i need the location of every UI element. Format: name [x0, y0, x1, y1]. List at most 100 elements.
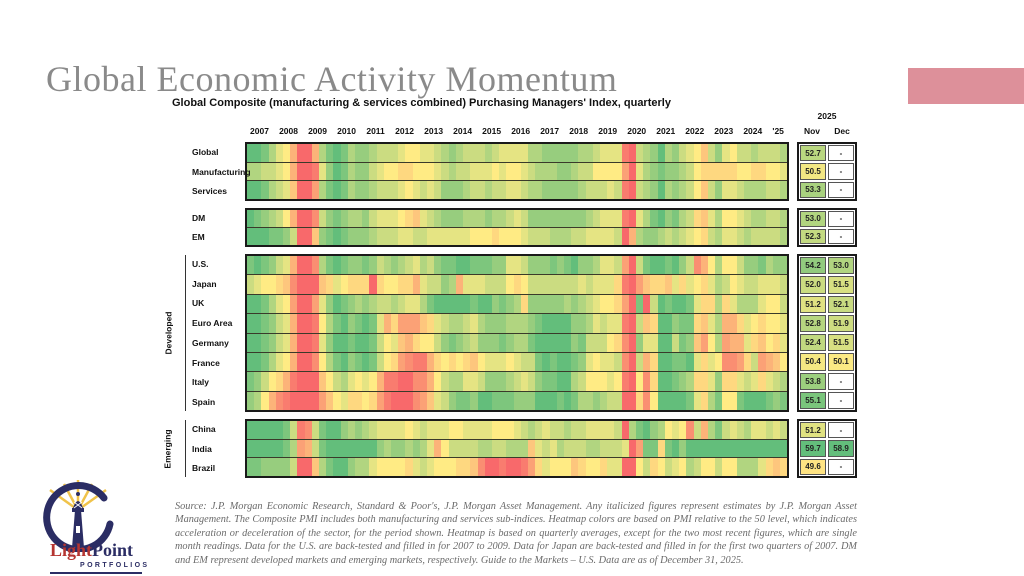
- heatmap-cell: [736, 256, 745, 275]
- heatmap-cell: [513, 333, 521, 352]
- heatmap-cell: [671, 210, 680, 227]
- heatmap-cell: [621, 228, 629, 245]
- heatmap-cell: [549, 144, 557, 162]
- heatmap-cell: [347, 294, 356, 314]
- heatmap-cell: [405, 162, 413, 181]
- heatmap-block: [245, 419, 789, 478]
- heatmap-cell: [549, 314, 557, 333]
- heatmap-cell: [491, 210, 500, 227]
- heatmap-cell: [513, 228, 521, 245]
- heatmap-cell: [592, 181, 600, 200]
- heatmap-cell: [405, 181, 413, 200]
- heatmap-cell: [657, 181, 665, 200]
- heatmap-cell: [693, 439, 701, 458]
- heatmap-cell: [304, 162, 312, 181]
- nov-value: 59.7: [800, 440, 826, 457]
- nov-value: 53.0: [800, 211, 826, 227]
- heatmap-cell: [708, 210, 716, 227]
- heatmap-cell: [592, 144, 600, 162]
- heatmap-cell: [549, 162, 557, 181]
- heatmap-cell: [715, 372, 723, 391]
- dec-value: 51.5: [828, 334, 854, 352]
- heatmap-cell: [283, 421, 291, 439]
- heatmap-cell: [484, 181, 492, 200]
- heatmap-cell: [578, 294, 586, 314]
- heatmap-cell: [434, 144, 442, 162]
- heatmap-cell: [347, 352, 356, 372]
- heatmap-cell: [297, 275, 305, 294]
- heatmap-cell: [664, 228, 672, 245]
- heatmap-cell: [254, 144, 262, 162]
- heatmap-cell: [585, 421, 593, 439]
- heatmap-cell: [283, 181, 291, 200]
- heatmap-cell: [700, 181, 708, 200]
- heatmap-cell: [355, 144, 363, 162]
- heatmap-cell: [751, 314, 759, 333]
- heatmap-cell: [319, 421, 327, 439]
- heatmap-cell: [664, 439, 672, 458]
- lighthouse-icon: [43, 480, 114, 552]
- heatmap-cell: [729, 275, 737, 294]
- heatmap-cell: [715, 294, 723, 314]
- heatmap-cell: [311, 228, 320, 245]
- heatmap-cell: [455, 256, 464, 275]
- heatmap-cell: [758, 352, 766, 372]
- heatmap-cell: [333, 372, 341, 391]
- nov-value: 53.8: [800, 372, 826, 390]
- heatmap-cell: [556, 294, 564, 314]
- heatmap-cell: [283, 256, 291, 275]
- heatmap-cell: [347, 314, 356, 333]
- heatmap-cell: [355, 372, 363, 391]
- heatmap-cell: [650, 314, 658, 333]
- heatmap-cell: [621, 144, 629, 162]
- heatmap-cell: [614, 162, 622, 181]
- heatmap-cell: [290, 333, 298, 352]
- heatmap-cell: [520, 181, 528, 200]
- heatmap-cell: [491, 421, 500, 439]
- heatmap-cell: [772, 421, 781, 439]
- heatmap-cell: [657, 294, 665, 314]
- heatmap-cell: [484, 314, 492, 333]
- heatmap-cell: [376, 372, 384, 391]
- heatmap-cell: [614, 294, 622, 314]
- heatmap-cell: [578, 228, 586, 245]
- heatmap-cell: [347, 181, 356, 200]
- heatmap-cell: [556, 439, 564, 458]
- heatmap-cell: [304, 421, 312, 439]
- heatmap-cell: [326, 162, 334, 181]
- heatmap-cell: [671, 391, 680, 410]
- heatmap-cell: [391, 333, 399, 352]
- heatmap-cell: [254, 210, 262, 227]
- heatmap-cell: [585, 162, 593, 181]
- heatmap-cell: [347, 439, 356, 458]
- heatmap-cell: [304, 372, 312, 391]
- heatmap-cell: [736, 333, 745, 352]
- heatmap-cell: [304, 333, 312, 352]
- recent-row: 50.5-: [800, 163, 854, 180]
- year-tick: '25: [772, 126, 784, 136]
- heatmap-cell: [491, 228, 500, 245]
- row-label: Japan: [192, 278, 217, 289]
- heatmap-cell: [434, 391, 442, 410]
- heatmap-cell: [708, 458, 716, 477]
- heatmap-cell: [542, 372, 550, 391]
- heatmap-cell: [355, 210, 363, 227]
- heatmap-cell: [772, 458, 781, 477]
- recent-row: 52.7-: [800, 145, 854, 162]
- heatmap-cell: [376, 314, 384, 333]
- heatmap-cell: [412, 210, 420, 227]
- heatmap-cell: [563, 352, 572, 372]
- heatmap-cell: [347, 421, 356, 439]
- heatmap-cell: [607, 458, 615, 477]
- heatmap-cell: [650, 458, 658, 477]
- heatmap-cell: [744, 294, 752, 314]
- heatmap-cell: [499, 144, 507, 162]
- heatmap-cell: [643, 275, 651, 294]
- heatmap-cell: [398, 314, 406, 333]
- heatmap-cell: [571, 314, 579, 333]
- heatmap-cell: [664, 144, 672, 162]
- heatmap-cell: [780, 439, 788, 458]
- heatmap-cell: [614, 439, 622, 458]
- heatmap-cell: [650, 181, 658, 200]
- heatmap-cell: [736, 421, 745, 439]
